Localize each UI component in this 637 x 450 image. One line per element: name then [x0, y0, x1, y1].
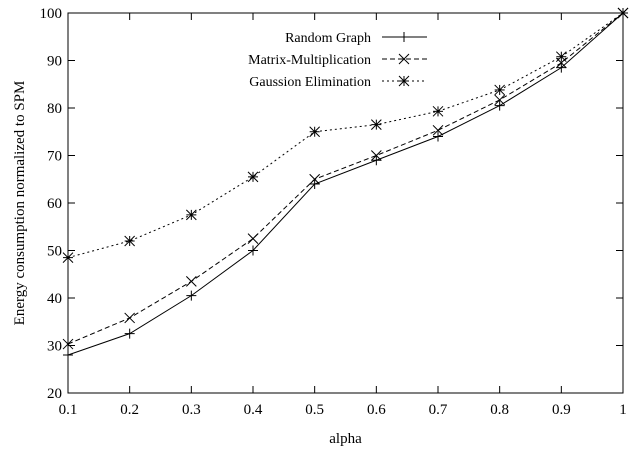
y-tick-label: 20: [47, 386, 62, 402]
x-tick-label: 0.6: [367, 402, 386, 418]
data-point: [63, 350, 73, 360]
y-tick-label: 100: [40, 6, 63, 22]
legend: Random Graph Matrix-Multiplication Gaussio…: [248, 31, 427, 90]
data-point: [617, 7, 629, 19]
data-point: [433, 131, 443, 142]
y-axis-title: Energy consumption normalized to SPM: [12, 81, 28, 326]
x-tick-label: 0.8: [490, 402, 509, 418]
data-point: [185, 276, 197, 287]
x-tick-label: 0.2: [120, 402, 139, 418]
x-tick-label: 0.7: [429, 402, 448, 418]
data-point: [309, 173, 321, 185]
data-point: [309, 126, 321, 138]
data-point: [248, 245, 258, 256]
legend-label: Matrix-Multiplication: [248, 53, 371, 68]
data-point: [370, 119, 382, 130]
data-point: [185, 209, 197, 221]
data-point: [247, 233, 259, 244]
legend-marker: [399, 32, 409, 42]
x-tick-label: 0.9: [552, 402, 571, 418]
legend-marker: [398, 53, 410, 65]
x-tick-label: 0.4: [244, 402, 263, 418]
data-point: [432, 105, 444, 117]
data-point: [124, 235, 136, 247]
series-line-matrix-multiplication: [67, 12, 624, 345]
y-tick-label: 90: [47, 54, 62, 70]
y-axis: 20 30 40 50 60 70 80 90 100: [40, 6, 623, 402]
data-point: [494, 84, 506, 96]
data-point: [555, 51, 567, 63]
y-tick-label: 30: [47, 339, 62, 355]
legend-label: Random Graph: [285, 31, 371, 46]
y-tick-label: 80: [47, 101, 62, 117]
series-line-random-graph: [67, 12, 624, 356]
data-point: [371, 155, 382, 166]
x-tick-label: 0.3: [182, 402, 201, 418]
series-layer: [62, 7, 629, 360]
data-point: [247, 171, 259, 183]
plot-frame: [67, 12, 624, 394]
data-point: [309, 179, 320, 189]
data-point: [186, 290, 197, 301]
data-point: [124, 328, 135, 339]
x-axis: 0.1 0.2 0.3 0.4 0.5 0.6 0.7 0.8 0.9 1: [59, 13, 627, 418]
x-axis-title: alpha: [329, 431, 362, 447]
y-tick-label: 40: [47, 291, 62, 307]
data-point: [494, 94, 506, 106]
data-point: [494, 100, 505, 111]
data-point: [62, 338, 74, 350]
data-point: [432, 124, 444, 136]
data-point: [556, 62, 567, 73]
data-point: [370, 150, 382, 161]
y-tick-label: 60: [47, 196, 62, 212]
y-tick-label: 70: [47, 149, 62, 165]
x-tick-label: 0.5: [305, 402, 324, 418]
data-point: [62, 252, 74, 263]
legend-marker: [398, 75, 410, 87]
legend-label: Gaussion Elimination: [249, 75, 371, 90]
x-tick-label: 1: [619, 402, 627, 418]
y-tick-label: 50: [47, 244, 62, 260]
data-point: [124, 312, 136, 324]
series-gaussion-elimination: [62, 7, 629, 263]
series-line-gaussion-elimination: [67, 12, 624, 259]
x-tick-label: 0.1: [59, 402, 78, 418]
